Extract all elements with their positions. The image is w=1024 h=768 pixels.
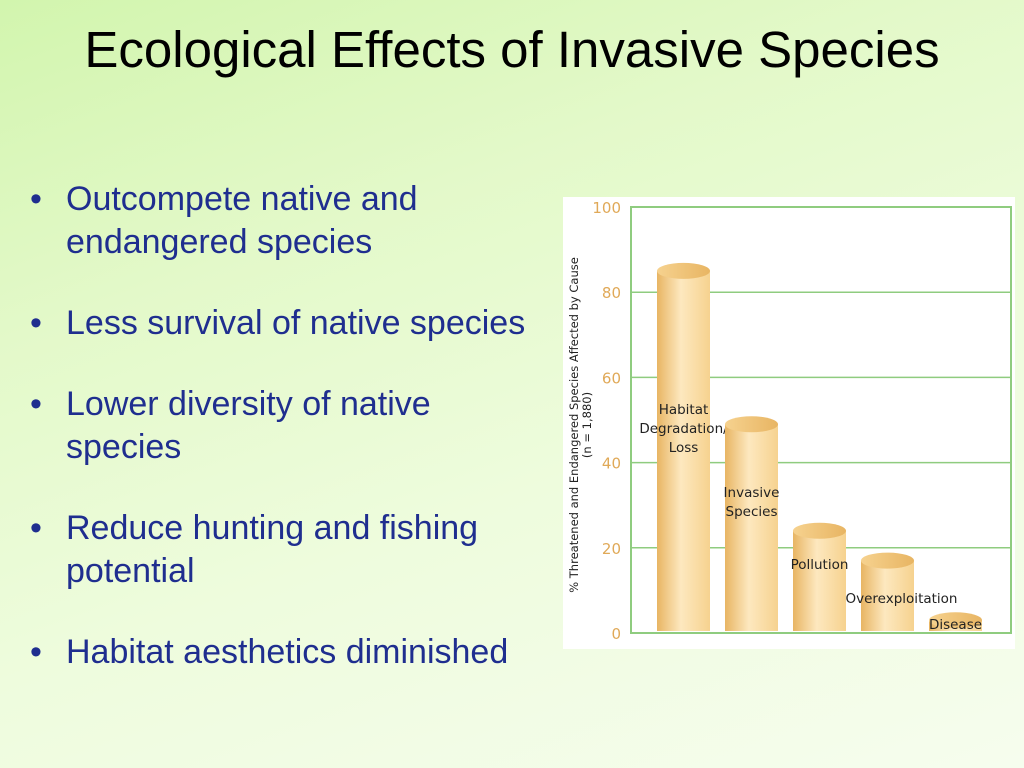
category-label: Pollution — [791, 557, 849, 573]
bullet-item: • Reduce hunting and fishing potential — [28, 507, 538, 593]
y-tick-label: 60 — [602, 369, 621, 387]
bar — [657, 270, 710, 631]
bullet-item: • Lower diversity of native species — [28, 383, 538, 469]
category-label: Loss — [669, 440, 699, 456]
bar-top — [861, 552, 914, 569]
y-tick-label: 80 — [602, 284, 621, 302]
category-label: Overexploitation — [846, 591, 958, 607]
bar — [725, 424, 778, 631]
bullet-dot-icon: • — [30, 509, 42, 547]
bullet-dot-icon: • — [30, 633, 42, 671]
y-axis-sublabel: (n = 1,880) — [580, 392, 594, 458]
bullet-text: Reduce hunting and fishing potential — [66, 509, 479, 590]
bullet-dot-icon: • — [30, 385, 42, 423]
category-label: Disease — [929, 617, 982, 633]
bar — [793, 530, 846, 631]
bullet-dot-icon: • — [30, 304, 42, 342]
category-label: Invasive — [724, 485, 780, 501]
bar-top — [793, 522, 846, 539]
y-tick-label: 40 — [602, 455, 621, 473]
bullet-item: • Less survival of native species — [28, 302, 538, 345]
y-tick-label: 0 — [611, 625, 621, 643]
chart-panel: 0 20 40 60 80 100 % Threatened and Endangered … — [563, 197, 1015, 649]
bar-top — [657, 262, 710, 279]
category-label: Degradation/ — [639, 421, 728, 437]
slide-title: Ecological Effects of Invasive Species — [84, 21, 940, 78]
y-tick-label: 100 — [592, 199, 621, 217]
plot-frame — [630, 206, 1012, 634]
bullet-item: • Outcompete native and endangered specie… — [28, 178, 538, 264]
bullet-text: Habitat aesthetics diminished — [66, 633, 509, 671]
bullet-text: Outcompete native and endangered species — [66, 180, 418, 261]
bullet-text: Lower diversity of native species — [66, 385, 431, 466]
bullet-text: Less survival of native species — [66, 304, 526, 342]
y-tick-label: 20 — [602, 540, 621, 558]
bar — [861, 560, 914, 631]
bullet-item: • Habitat aesthetics diminished — [28, 631, 538, 674]
bullet-dot-icon: • — [30, 180, 42, 218]
category-label: Species — [726, 504, 778, 520]
bar-top — [725, 416, 778, 433]
category-label: Habitat — [659, 402, 709, 418]
bullet-list: • Outcompete native and endangered specie… — [28, 178, 538, 712]
y-axis-label: % Threatened and Endangered Species Affe… — [567, 257, 581, 593]
bar-chart: 0 20 40 60 80 100 % Threatened and Endangered … — [567, 199, 1012, 643]
bar-top — [929, 612, 982, 629]
